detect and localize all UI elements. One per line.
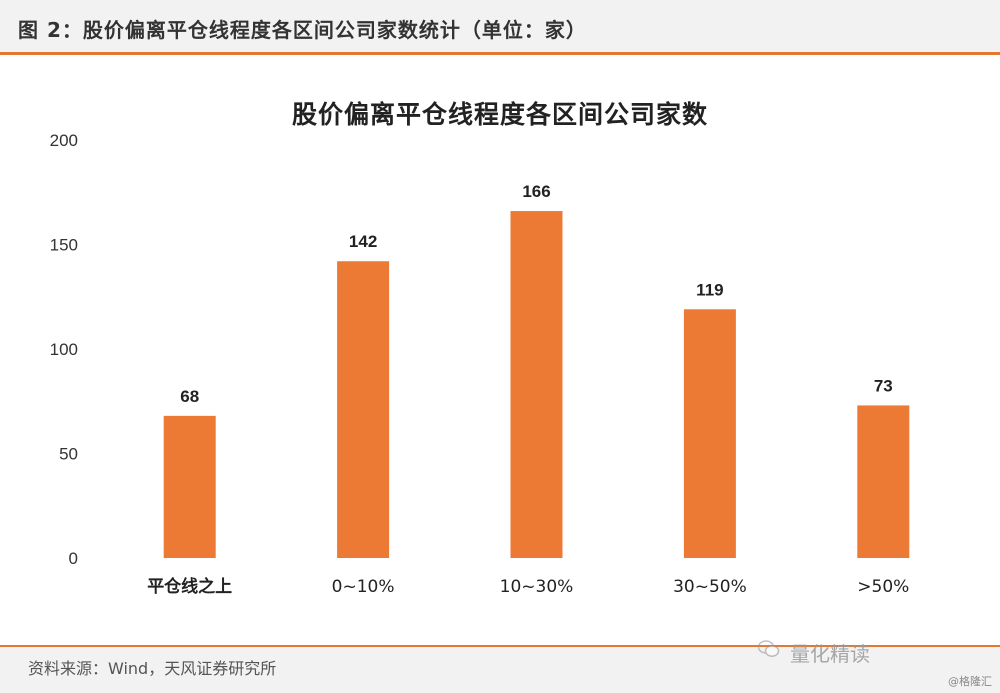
x-axis-ticks: 平仓线之上 0~10% 10~30% 30~50% >50% <box>147 576 909 597</box>
data-labels: 68 142 166 119 73 <box>180 182 893 406</box>
x-tick-label: 平仓线之上 <box>147 576 232 597</box>
x-tick-label: >50% <box>857 577 909 597</box>
figure-caption: 图 2：股价偏离平仓线程度各区间公司家数统计（单位：家） <box>18 18 587 42</box>
y-tick-label: 50 <box>59 445 78 464</box>
y-tick-label: 100 <box>50 340 78 359</box>
x-tick-label: 10~30% <box>500 577 574 597</box>
watermark-main: 量化精读 <box>790 642 870 666</box>
top-rule <box>0 52 1000 55</box>
source-note: 资料来源：Wind，天风证券研究所 <box>28 659 277 678</box>
chart-title: 股价偏离平仓线程度各区间公司家数 <box>291 100 708 129</box>
data-label: 142 <box>349 232 377 251</box>
x-tick-label: 30~50% <box>673 577 747 597</box>
data-label: 119 <box>696 280 723 299</box>
data-label: 166 <box>522 182 550 201</box>
bar <box>857 405 910 558</box>
watermark-corner: @格隆汇 <box>948 675 992 688</box>
y-tick-label: 200 <box>50 131 78 150</box>
x-tick-label: 0~10% <box>332 577 395 597</box>
y-tick-label: 150 <box>50 236 78 255</box>
wechat-icon <box>758 640 780 657</box>
bar <box>510 211 563 558</box>
bars <box>163 211 910 558</box>
y-tick-label: 0 <box>69 549 78 568</box>
data-label: 68 <box>180 387 199 406</box>
bar <box>163 415 216 558</box>
figure-footer <box>0 647 1000 693</box>
bar <box>337 261 390 558</box>
figure-header <box>0 0 1000 52</box>
data-label: 73 <box>874 376 893 395</box>
bottom-rule <box>0 645 1000 647</box>
y-axis-ticks: 0 50 100 150 200 <box>50 131 78 568</box>
bar <box>683 309 736 558</box>
